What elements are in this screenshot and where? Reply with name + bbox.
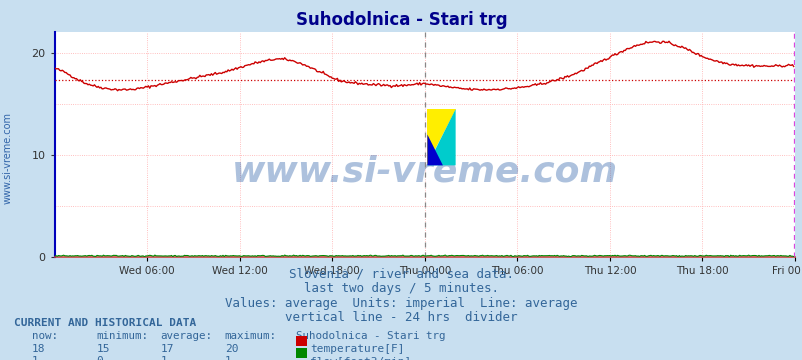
Text: www.si-vreme.com: www.si-vreme.com [232, 155, 617, 189]
Text: 18: 18 [32, 344, 46, 354]
Text: 17: 17 [160, 344, 174, 354]
Text: www.si-vreme.com: www.si-vreme.com [2, 112, 12, 204]
Text: 1: 1 [160, 356, 167, 360]
Text: 1: 1 [225, 356, 231, 360]
Polygon shape [427, 109, 455, 165]
Polygon shape [427, 109, 455, 165]
Text: Slovenia / river and sea data.: Slovenia / river and sea data. [289, 268, 513, 281]
Text: 0: 0 [96, 356, 103, 360]
Text: 1: 1 [32, 356, 38, 360]
Text: vertical line - 24 hrs  divider: vertical line - 24 hrs divider [285, 311, 517, 324]
Text: temperature[F]: temperature[F] [310, 344, 404, 354]
Text: Suhodolnica - Stari trg: Suhodolnica - Stari trg [295, 331, 444, 341]
Text: CURRENT AND HISTORICAL DATA: CURRENT AND HISTORICAL DATA [14, 318, 196, 328]
Text: average:: average: [160, 331, 213, 341]
Text: maximum:: maximum: [225, 331, 277, 341]
Text: last two days / 5 minutes.: last two days / 5 minutes. [304, 282, 498, 295]
Text: Suhodolnica - Stari trg: Suhodolnica - Stari trg [295, 11, 507, 29]
Text: minimum:: minimum: [96, 331, 148, 341]
Text: flow[foot3/min]: flow[foot3/min] [310, 356, 411, 360]
Text: Values: average  Units: imperial  Line: average: Values: average Units: imperial Line: av… [225, 297, 577, 310]
Text: 15: 15 [96, 344, 110, 354]
Polygon shape [427, 134, 443, 165]
Text: 20: 20 [225, 344, 238, 354]
Text: now:: now: [32, 331, 58, 341]
